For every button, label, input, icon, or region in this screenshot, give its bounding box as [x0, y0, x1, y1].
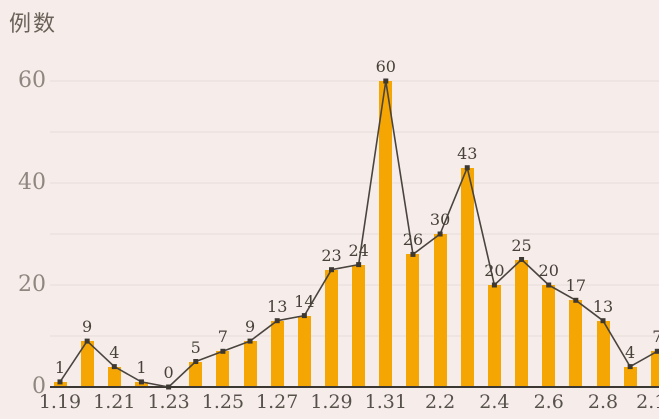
- y-tick-label-40: 40: [18, 170, 46, 195]
- bar-2.9: [623, 366, 637, 387]
- bar-1.31: [379, 81, 393, 387]
- data-label-1.25: 7: [217, 327, 228, 347]
- bar-2.2: [433, 234, 447, 387]
- bar-1.19: [53, 381, 67, 387]
- data-label-2.4: 20: [484, 261, 505, 280]
- data-label-2.9: 4: [625, 342, 636, 362]
- bar-1.30: [352, 264, 366, 387]
- data-label-1.26: 9: [244, 317, 256, 337]
- data-label-1.29: 23: [321, 245, 342, 265]
- x-tick-label-2.4: 2.4: [479, 391, 510, 413]
- data-label-1.19: 1: [54, 357, 66, 377]
- data-label-1.21: 4: [109, 342, 120, 362]
- bar-2.3: [460, 167, 474, 387]
- data-label-1.24: 5: [190, 337, 201, 357]
- bar-1.22: [134, 381, 148, 387]
- data-label-2.7: 17: [565, 276, 587, 296]
- bar-1.29: [325, 269, 338, 387]
- data-label-1.27: 13: [267, 296, 288, 316]
- y-tick-label-60: 60: [18, 68, 46, 93]
- x-tick-label-1.23: 1.23: [147, 391, 190, 413]
- data-label-1.23: 0: [163, 363, 174, 382]
- data-label-1.31: 60: [375, 57, 396, 76]
- x-tick-label-2.10: 2.10: [636, 391, 659, 413]
- bar-1.27: [270, 320, 284, 387]
- x-tick-label-2.8: 2.8: [587, 391, 619, 413]
- data-label-2.8: 13: [592, 296, 614, 316]
- bar-2.4: [487, 285, 501, 387]
- x-tick-label-2.6: 2.6: [533, 391, 564, 413]
- bar-2.8: [596, 320, 610, 387]
- x-tick-label-1.27: 1.27: [256, 391, 299, 413]
- data-label-1.28: 14: [294, 291, 315, 311]
- bar-1.28: [297, 315, 311, 387]
- data-label-1.20: 9: [82, 317, 93, 337]
- bar-2.5: [515, 259, 529, 387]
- bar-1.26: [243, 341, 257, 387]
- bar-1.24: [189, 361, 203, 387]
- data-label-1.30: 24: [348, 240, 369, 260]
- data-label-2.2: 30: [429, 210, 451, 229]
- x-tick-label-1.25: 1.25: [201, 391, 245, 413]
- y-tick-label-0: 0: [32, 374, 46, 399]
- y-axis-title: 例数: [9, 11, 58, 36]
- data-label-2.5: 25: [511, 235, 532, 255]
- y-tick-label-20: 20: [18, 272, 46, 297]
- data-label-2.10: 7: [652, 327, 659, 347]
- data-label-2.6: 20: [538, 261, 559, 280]
- bar-2.10: [650, 351, 659, 387]
- bar-2.6: [542, 285, 556, 387]
- data-label-1.22: 1: [136, 357, 147, 377]
- bar-1.25: [216, 351, 230, 387]
- x-tick-label-1.21: 1.21: [93, 391, 136, 413]
- bar-2.7: [569, 300, 583, 387]
- x-tick-label-1.29: 1.29: [310, 391, 353, 413]
- bar-2.1: [406, 254, 420, 387]
- data-label-2.3: 43: [457, 143, 478, 163]
- bar-1.21: [107, 366, 121, 387]
- x-tick-label-2.2: 2.2: [424, 391, 456, 413]
- x-tick-label-1.31: 1.31: [364, 391, 407, 413]
- x-tick-label-1.19: 1.19: [38, 391, 82, 413]
- data-label-2.1: 26: [402, 230, 424, 250]
- bar-1.20: [80, 341, 94, 387]
